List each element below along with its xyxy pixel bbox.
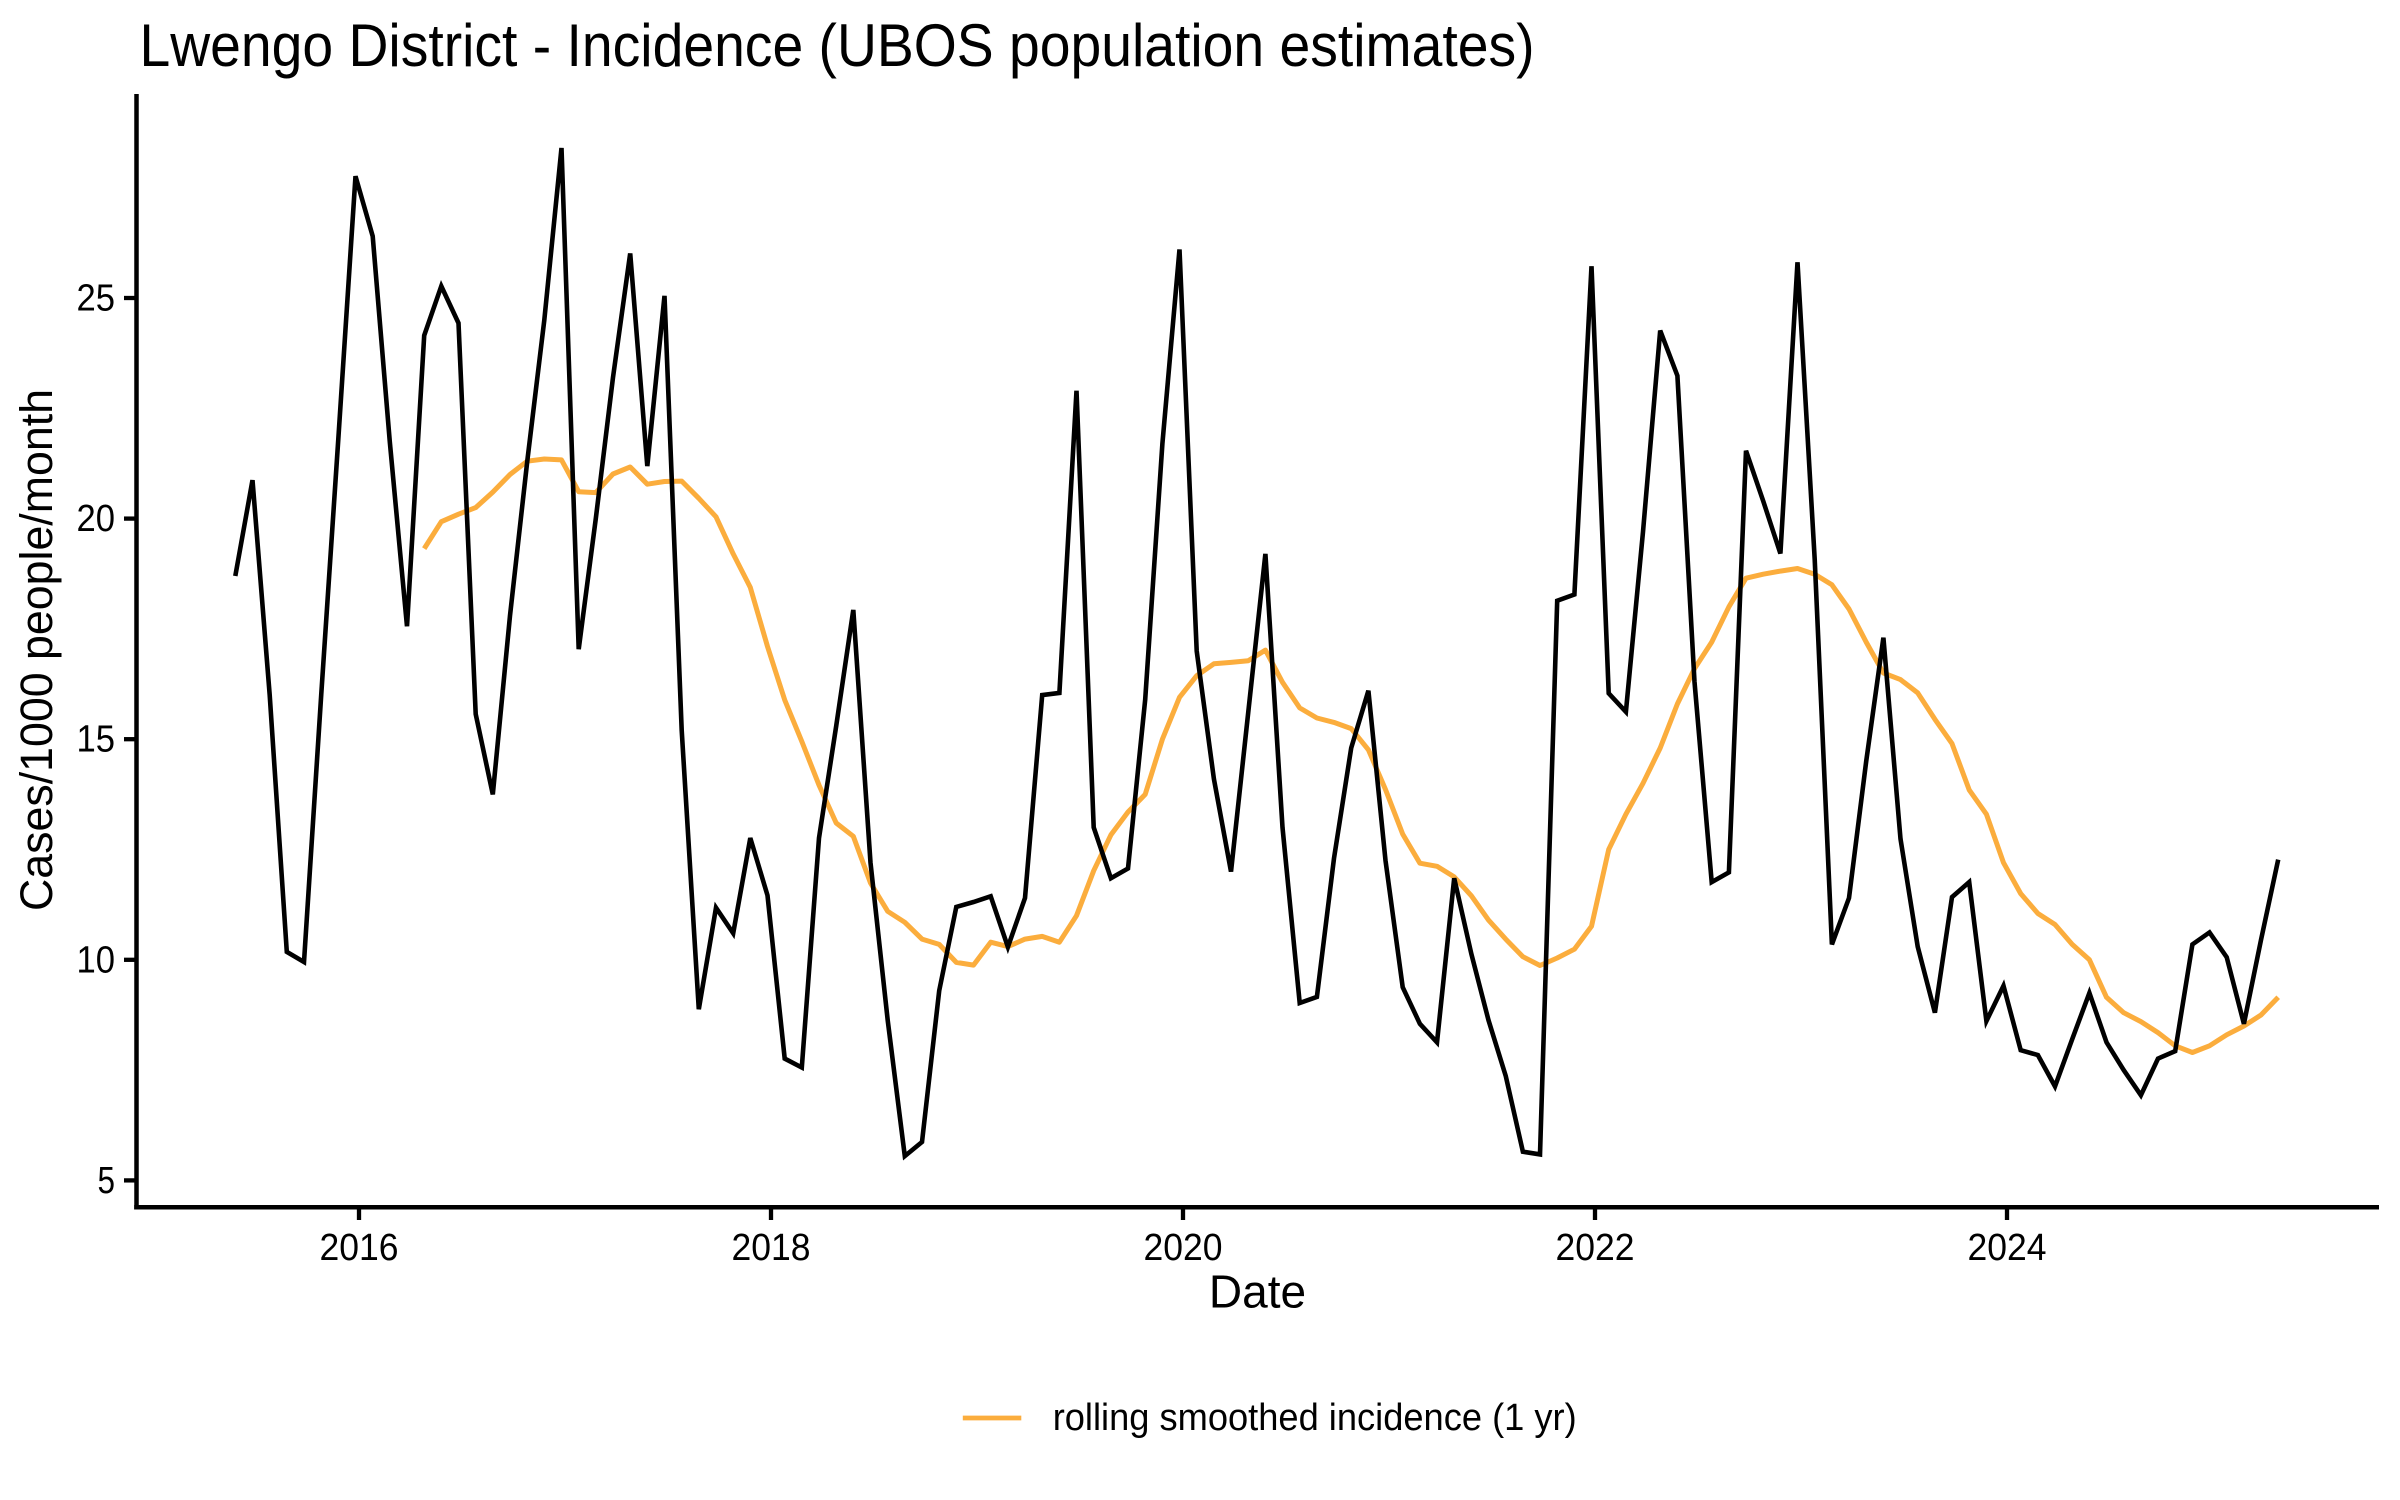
svg-text:Date: Date [1209,1266,1306,1318]
svg-text:Lwengo District - Incidence (U: Lwengo District - Incidence (UBOS popula… [140,12,1535,79]
svg-text:2022: 2022 [1556,1227,1635,1269]
svg-text:25: 25 [77,278,116,320]
svg-text:rolling smoothed incidence (1: rolling smoothed incidence (1 yr) [1053,1397,1577,1439]
svg-text:20: 20 [77,498,116,540]
svg-text:2016: 2016 [320,1227,399,1269]
svg-text:15: 15 [77,719,116,761]
svg-text:10: 10 [77,939,116,981]
svg-text:2020: 2020 [1144,1227,1223,1269]
svg-text:2018: 2018 [732,1227,811,1269]
svg-text:5: 5 [98,1160,116,1202]
svg-text:2024: 2024 [1968,1227,2047,1269]
svg-text:Cases/1000 people/month: Cases/1000 people/month [11,389,62,911]
